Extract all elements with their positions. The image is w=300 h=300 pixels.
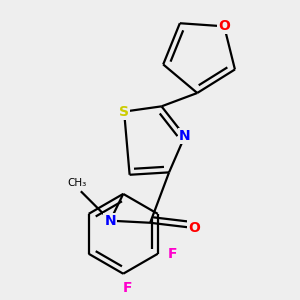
- Text: N: N: [104, 214, 116, 228]
- Text: F: F: [168, 247, 177, 261]
- Text: CH₃: CH₃: [67, 178, 86, 188]
- Text: F: F: [123, 281, 132, 296]
- Text: N: N: [179, 129, 190, 143]
- Text: O: O: [188, 221, 200, 235]
- Text: S: S: [119, 105, 129, 118]
- Text: O: O: [218, 19, 230, 33]
